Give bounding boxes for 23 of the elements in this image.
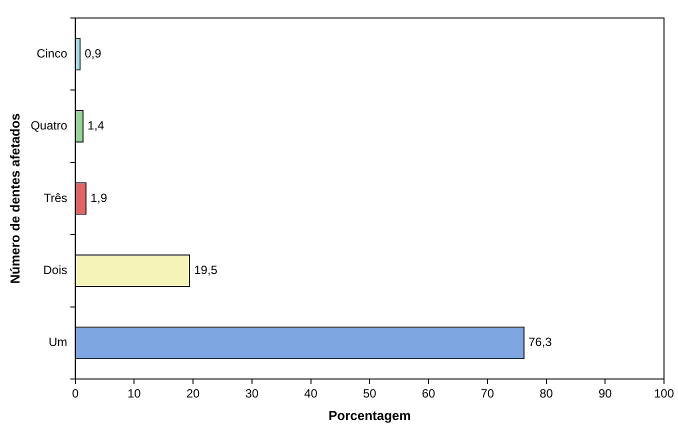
y-axis-title: Número de dentes afetados — [7, 113, 22, 284]
x-tick-label: 90 — [598, 386, 612, 401]
data-label: 0,9 — [84, 46, 102, 60]
y-tick-label: Três — [44, 190, 68, 205]
y-tick-label: Dois — [43, 263, 68, 278]
x-tick-label: 30 — [245, 386, 259, 401]
x-tick-label: 0 — [72, 386, 79, 401]
x-tick-label: 50 — [362, 386, 377, 401]
x-tick-label: 60 — [422, 386, 436, 401]
data-label: 76,3 — [528, 335, 552, 350]
y-tick-label: Um — [48, 335, 68, 350]
x-axis-title: Porcentagem — [328, 408, 411, 423]
data-label: 1,4 — [88, 118, 105, 133]
x-tick-label: 40 — [304, 386, 318, 401]
y-tick-label: Cinco — [36, 46, 68, 60]
x-tick-label: 20 — [186, 386, 200, 401]
x-tick-label: 80 — [540, 386, 554, 401]
x-tick-label: 10 — [127, 386, 142, 401]
x-tick-label: 70 — [480, 386, 494, 401]
x-tick-label: 100 — [654, 386, 674, 401]
data-label: 19,5 — [194, 263, 218, 278]
y-tick-label: Quatro — [30, 118, 68, 133]
data-label: 1,9 — [90, 190, 108, 205]
